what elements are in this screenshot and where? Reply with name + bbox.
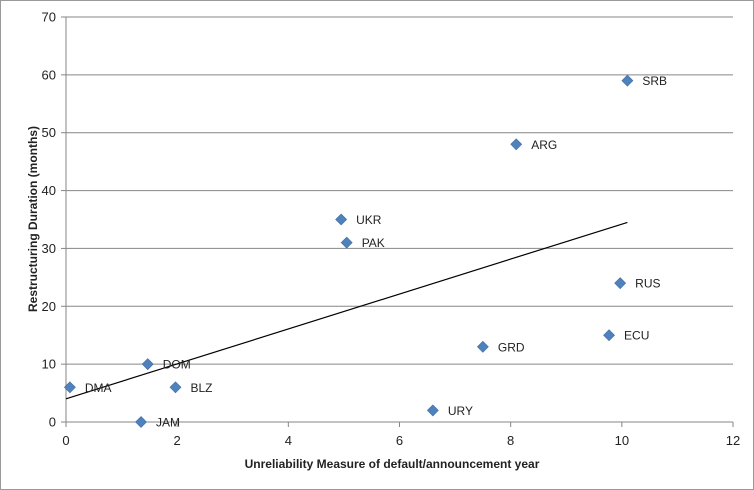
y-tick-label: 60 [42,67,56,82]
y-tick-label: 10 [42,357,56,372]
point-label-ecu: ECU [624,329,649,343]
x-axis-title: Unreliability Measure of default/announc… [245,457,540,471]
tick-labels: 0 10 20 30 40 50 60 70 0 2 4 6 8 10 12 [42,10,741,449]
point-label-ury: URY [448,404,473,418]
data-point-dom [141,358,154,371]
axes [61,16,734,427]
point-label-blz: BLZ [190,381,212,395]
y-tick-label: 70 [42,10,56,25]
y-axis-title: Restructuring Duration (months) [26,126,40,312]
x-tick-label: 2 [174,433,181,448]
data-point-arg [510,138,523,151]
data-point-pak [340,236,353,249]
x-tick-label: 8 [507,433,514,448]
point-label-dom: DOM [163,358,191,372]
data-point-blz [169,381,182,394]
gridlines [66,16,733,365]
data-point-ecu [603,329,615,342]
point-label-pak: PAK [362,236,385,250]
data-point-grd [476,340,489,353]
x-tick-label: 0 [62,433,69,448]
data-points [63,74,634,428]
x-tick-label: 4 [285,433,292,448]
y-tick-label: 0 [49,415,56,430]
data-point-srb [621,74,634,87]
point-labels: SRB ARG UKR PAK RUS ECU GRD DOM DMA BLZ URY JAM [85,74,667,429]
x-tick-label: 12 [726,433,740,448]
point-label-grd: GRD [498,340,525,354]
y-tick-label: 30 [42,241,56,256]
data-point-ury [426,404,439,417]
trendline [65,221,628,400]
y-tick-label: 50 [42,125,56,140]
data-point-jam [135,416,147,428]
trendline-group [65,221,628,400]
point-label-arg: ARG [531,138,557,152]
x-tick-label: 10 [615,433,629,448]
y-tick-label: 20 [42,299,56,314]
data-point-ukr [335,213,348,226]
point-label-jam: JAM [156,416,180,430]
x-tick-label: 6 [396,433,403,448]
data-point-dma [63,381,76,394]
point-label-dma: DMA [85,381,112,395]
point-label-rus: RUS [635,277,660,291]
y-tick-label: 40 [42,183,56,198]
point-label-srb: SRB [642,74,667,88]
data-point-rus [614,277,627,290]
point-label-ukr: UKR [356,213,382,227]
